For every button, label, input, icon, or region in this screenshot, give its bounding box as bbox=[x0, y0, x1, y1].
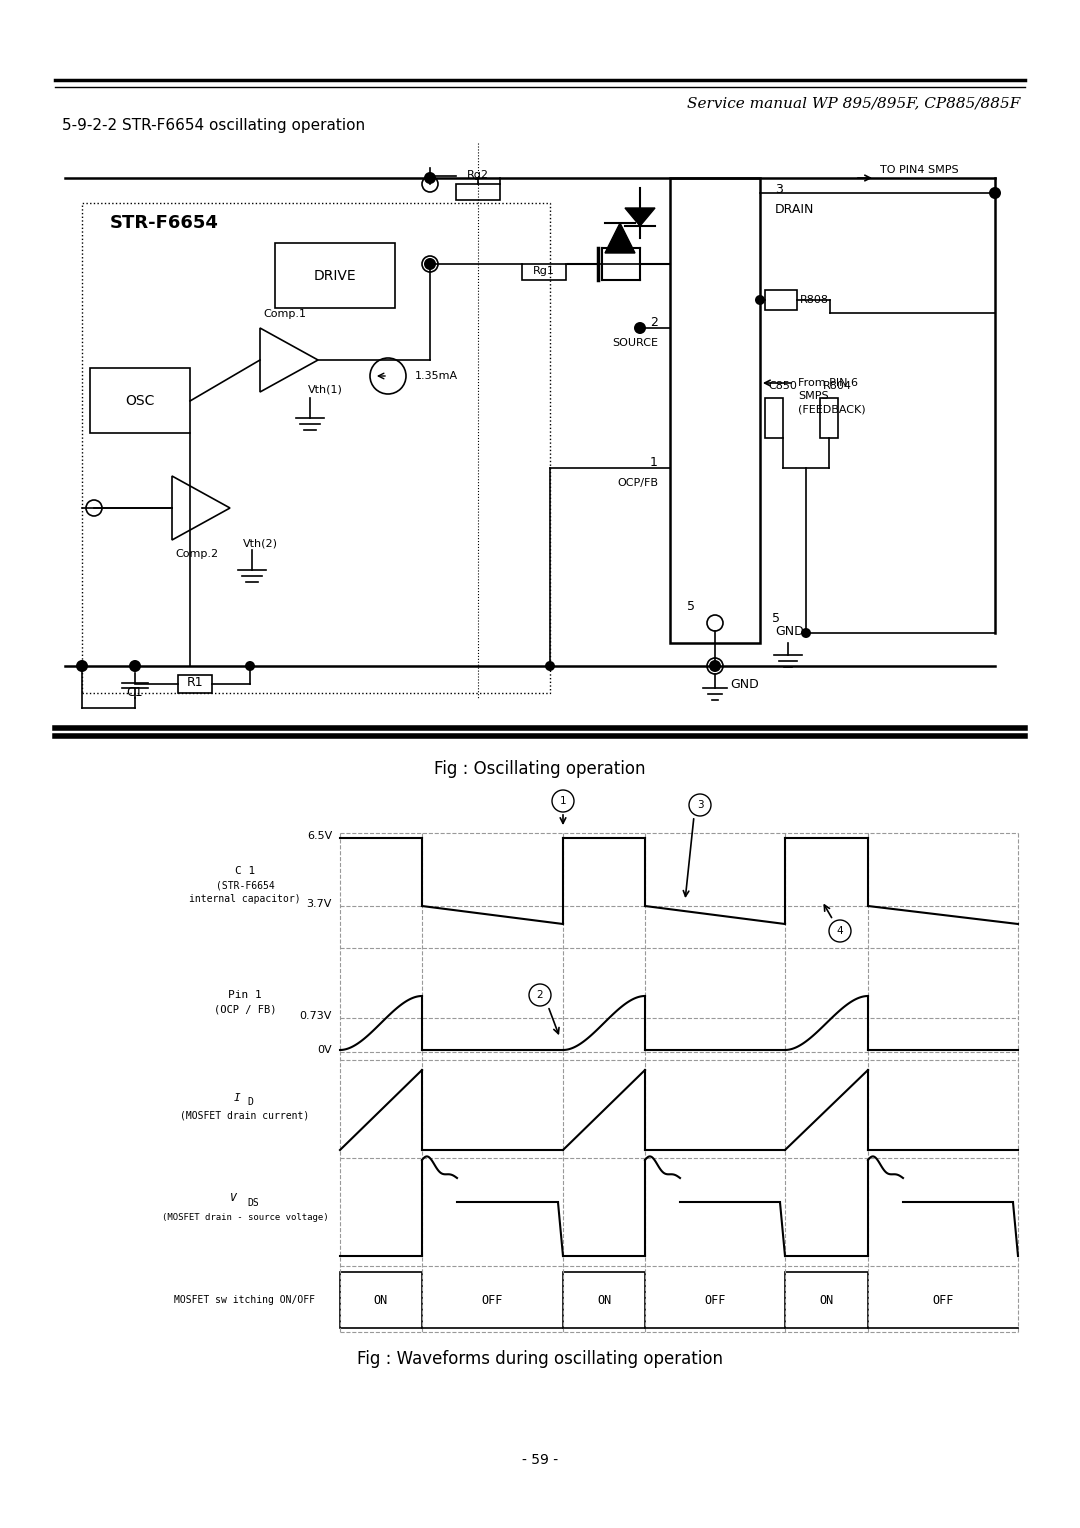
Text: 5: 5 bbox=[687, 599, 696, 613]
Text: ON: ON bbox=[374, 1294, 388, 1306]
Text: GND: GND bbox=[730, 678, 759, 691]
Polygon shape bbox=[605, 223, 635, 254]
Polygon shape bbox=[625, 208, 654, 226]
Text: C1: C1 bbox=[126, 686, 144, 700]
Bar bbox=[456, 183, 500, 200]
Text: C 1: C 1 bbox=[234, 866, 255, 876]
Text: STR-F6654: STR-F6654 bbox=[110, 214, 219, 232]
Text: 3: 3 bbox=[775, 183, 783, 196]
Bar bbox=[765, 397, 783, 439]
Text: Pin 1: Pin 1 bbox=[228, 990, 261, 999]
Text: Rg2: Rg2 bbox=[467, 170, 489, 180]
Text: 1.35mA: 1.35mA bbox=[415, 371, 458, 380]
Bar bbox=[563, 1271, 645, 1328]
Bar bbox=[82, 203, 550, 694]
Text: SOURCE: SOURCE bbox=[612, 338, 658, 348]
Text: R808: R808 bbox=[800, 295, 829, 306]
Text: internal capacitor): internal capacitor) bbox=[189, 894, 301, 905]
Circle shape bbox=[634, 322, 646, 335]
Text: From PIN 6: From PIN 6 bbox=[798, 377, 858, 388]
Text: I: I bbox=[233, 1093, 240, 1103]
Circle shape bbox=[424, 173, 436, 183]
Text: 6.5V: 6.5V bbox=[307, 831, 332, 840]
Circle shape bbox=[424, 258, 436, 270]
Text: OFF: OFF bbox=[704, 1294, 726, 1306]
Text: (FEEDBACK): (FEEDBACK) bbox=[798, 403, 866, 414]
Text: V: V bbox=[230, 1193, 237, 1203]
Text: R804: R804 bbox=[823, 380, 852, 391]
Text: 3.7V: 3.7V bbox=[307, 898, 332, 909]
Circle shape bbox=[129, 660, 141, 672]
Bar bbox=[820, 397, 838, 439]
Text: OFF: OFF bbox=[932, 1294, 954, 1306]
Circle shape bbox=[708, 660, 721, 672]
Bar bbox=[340, 1271, 422, 1328]
Text: R1: R1 bbox=[187, 677, 203, 689]
Text: OFF: OFF bbox=[482, 1294, 503, 1306]
Text: Vth(1): Vth(1) bbox=[308, 385, 342, 396]
Text: Service manual WP 895/895F, CP885/885F: Service manual WP 895/895F, CP885/885F bbox=[687, 96, 1020, 110]
Circle shape bbox=[545, 662, 555, 671]
Bar bbox=[275, 243, 395, 309]
Text: DRAIN: DRAIN bbox=[775, 203, 814, 215]
Text: Fig : Waveforms during oscillating operation: Fig : Waveforms during oscillating opera… bbox=[357, 1351, 723, 1368]
Text: 0.73V: 0.73V bbox=[299, 1012, 332, 1021]
Text: ON: ON bbox=[597, 1294, 611, 1306]
Text: 1: 1 bbox=[559, 796, 566, 805]
Text: 2: 2 bbox=[650, 316, 658, 330]
Circle shape bbox=[755, 295, 765, 306]
Text: C850: C850 bbox=[768, 380, 797, 391]
Bar bbox=[522, 264, 566, 280]
Text: ON: ON bbox=[820, 1294, 834, 1306]
Text: D: D bbox=[247, 1097, 253, 1106]
Text: DS: DS bbox=[247, 1198, 259, 1209]
Circle shape bbox=[801, 628, 811, 639]
Text: Comp.2: Comp.2 bbox=[175, 549, 218, 559]
Text: Comp.1: Comp.1 bbox=[264, 309, 307, 319]
Bar bbox=[670, 177, 760, 643]
Text: (OCP / FB): (OCP / FB) bbox=[214, 1004, 276, 1015]
Text: DRIVE: DRIVE bbox=[313, 269, 356, 283]
Bar bbox=[785, 1271, 868, 1328]
Text: 1: 1 bbox=[650, 457, 658, 469]
Text: OCP/FB: OCP/FB bbox=[617, 478, 658, 487]
Text: SMPS: SMPS bbox=[798, 391, 828, 400]
Text: 5-9-2-2 STR-F6654 oscillating operation: 5-9-2-2 STR-F6654 oscillating operation bbox=[62, 118, 365, 133]
Text: (MOSFET drain - source voltage): (MOSFET drain - source voltage) bbox=[162, 1213, 328, 1222]
Text: 3: 3 bbox=[697, 801, 703, 810]
Text: OSC: OSC bbox=[125, 394, 154, 408]
Text: 0V: 0V bbox=[318, 1045, 332, 1054]
Text: (MOSFET drain current): (MOSFET drain current) bbox=[180, 1111, 310, 1122]
Text: 2: 2 bbox=[537, 990, 543, 999]
Text: (STR-F6654: (STR-F6654 bbox=[216, 880, 274, 889]
Text: GND: GND bbox=[775, 625, 804, 639]
Text: MOSFET sw itching ON/OFF: MOSFET sw itching ON/OFF bbox=[175, 1296, 315, 1305]
Text: 4: 4 bbox=[837, 926, 843, 937]
Circle shape bbox=[76, 660, 87, 672]
Text: TO PIN4 SMPS: TO PIN4 SMPS bbox=[880, 165, 959, 176]
Bar bbox=[765, 290, 797, 310]
Circle shape bbox=[989, 186, 1001, 199]
Text: 5: 5 bbox=[772, 611, 780, 625]
Bar bbox=[90, 368, 190, 432]
Bar bbox=[178, 675, 212, 694]
Text: - 59 -: - 59 - bbox=[522, 1453, 558, 1467]
Circle shape bbox=[245, 662, 255, 671]
Text: Vth(2): Vth(2) bbox=[243, 538, 278, 549]
Text: Rg1: Rg1 bbox=[534, 266, 555, 277]
Text: Fig : Oscillating operation: Fig : Oscillating operation bbox=[434, 759, 646, 778]
